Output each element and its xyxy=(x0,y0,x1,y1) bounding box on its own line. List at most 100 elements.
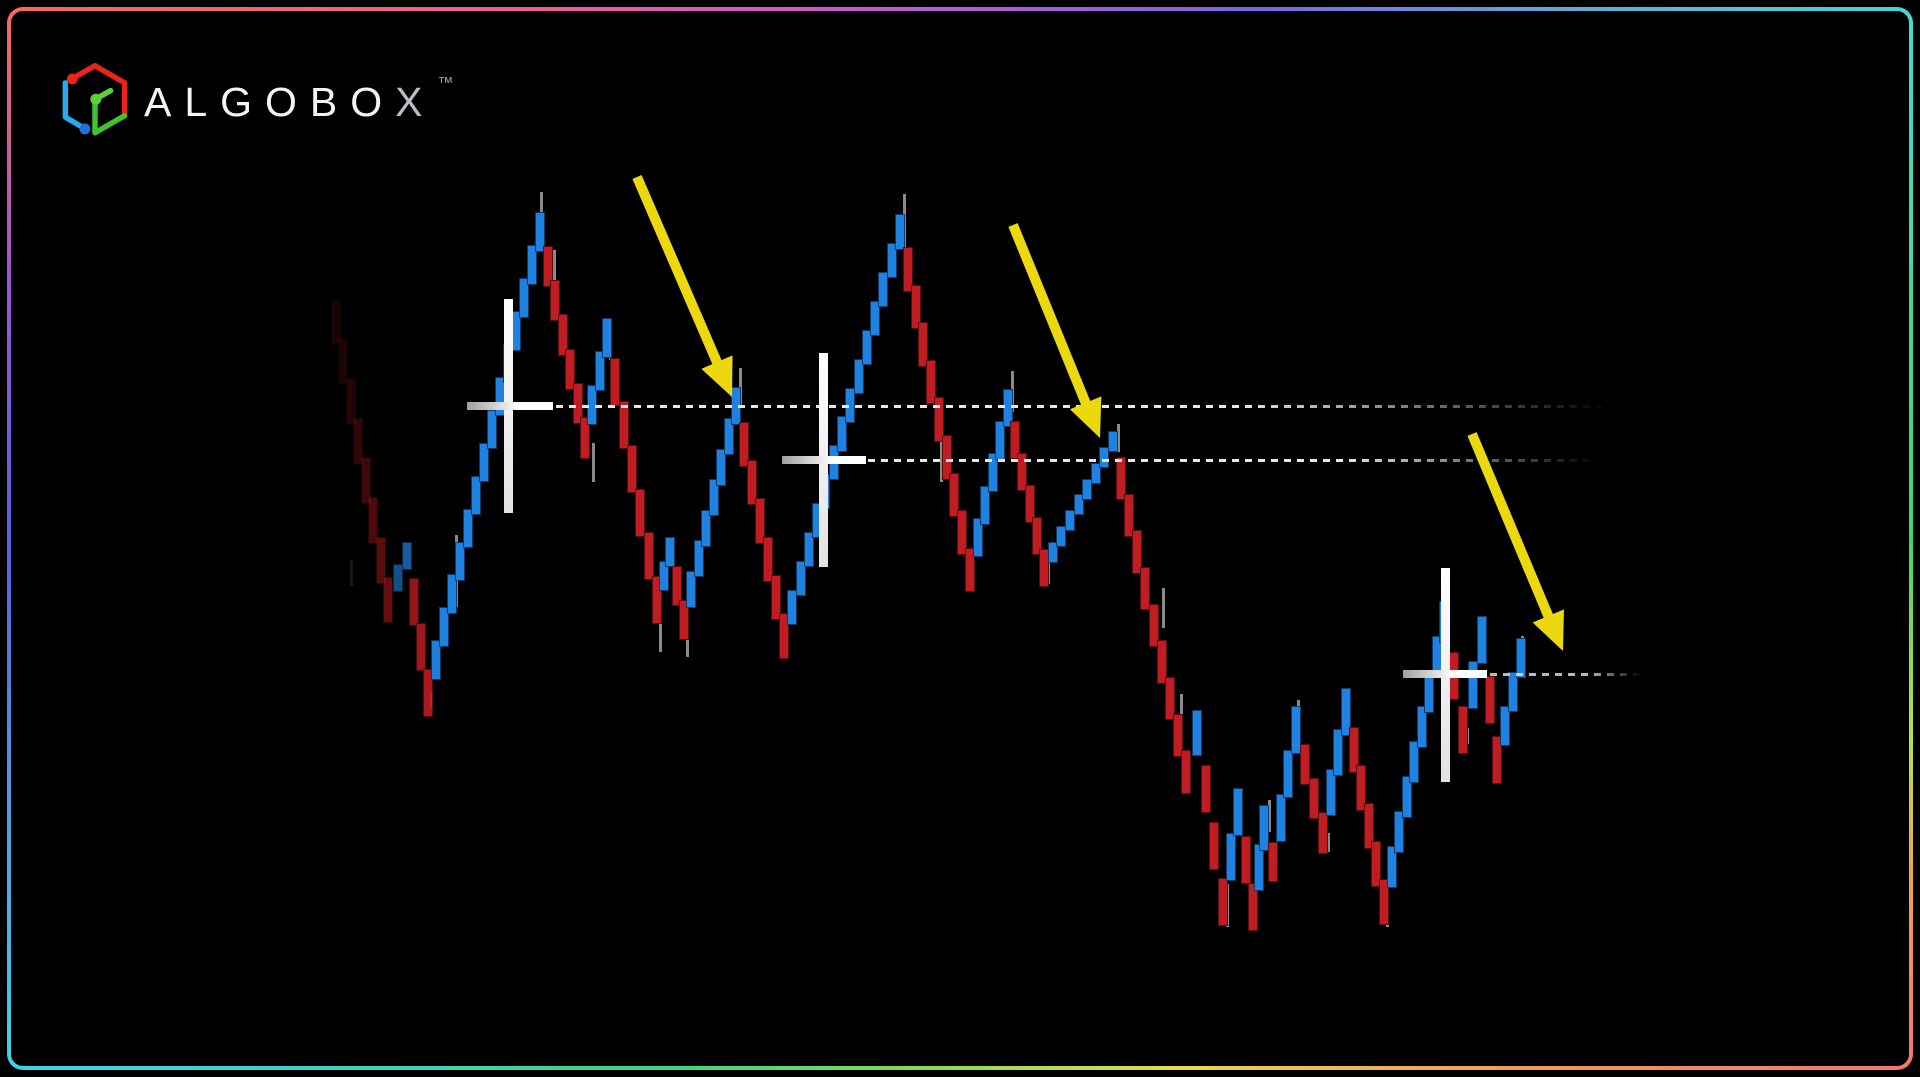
candle-wick xyxy=(1268,800,1271,832)
bear-candle xyxy=(1132,530,1143,574)
bear-candle xyxy=(910,284,921,330)
bear-candle xyxy=(902,247,913,292)
bull-candle xyxy=(861,329,872,365)
bear-candle xyxy=(1124,493,1135,538)
bull-candle xyxy=(716,448,727,486)
bull-candle xyxy=(1233,788,1243,836)
bear-candle xyxy=(565,348,575,390)
bear-candle xyxy=(1024,484,1035,524)
bull-candle xyxy=(431,640,441,680)
bear-candle xyxy=(771,574,781,621)
bull-candle xyxy=(1386,846,1397,888)
bull-candle xyxy=(708,479,719,517)
bull-candle xyxy=(972,518,983,558)
bull-candle xyxy=(1090,462,1101,484)
bear-candle xyxy=(409,577,419,626)
bull-candle xyxy=(693,540,704,578)
bear-candle xyxy=(739,421,749,468)
candle-wick xyxy=(592,443,595,482)
bear-candle xyxy=(926,359,937,405)
bull-candle xyxy=(1333,728,1344,777)
candle-wick xyxy=(1327,833,1330,852)
brand-logo: ALGOBOX ™ xyxy=(56,58,454,142)
bear-candle xyxy=(1356,765,1367,811)
bear-candle xyxy=(933,397,944,443)
bull-candle xyxy=(1291,706,1301,754)
bull-candle xyxy=(895,214,905,250)
bear-candle xyxy=(360,457,371,505)
bull-candle xyxy=(878,272,889,308)
bear-candle xyxy=(1268,841,1278,883)
bear-candle xyxy=(747,459,757,506)
bear-candle xyxy=(423,669,433,717)
bull-candle xyxy=(463,508,473,549)
bull-candle xyxy=(658,561,669,591)
bear-candle xyxy=(1140,566,1151,611)
bear-candle xyxy=(1039,548,1049,588)
bear-candle xyxy=(580,417,590,459)
bull-candle xyxy=(602,318,612,358)
bear-candle xyxy=(918,322,929,367)
bear-candle xyxy=(763,536,773,583)
bear-candle xyxy=(949,472,960,518)
bear-candle xyxy=(1181,750,1191,794)
bear-candle xyxy=(1248,883,1258,931)
bear-candle xyxy=(1348,727,1359,773)
bull-candle xyxy=(594,351,605,392)
bull-candle xyxy=(723,418,734,456)
candle-wick xyxy=(1162,588,1165,628)
bull-candle xyxy=(795,560,806,596)
bear-candle xyxy=(1371,841,1382,887)
bear-candle xyxy=(1156,640,1167,684)
bear-candle xyxy=(1172,713,1183,758)
bull-candle xyxy=(1253,844,1264,891)
bear-candle xyxy=(1458,706,1468,754)
brand-name: ALGOBOX ™ xyxy=(144,75,454,126)
bear-candle xyxy=(627,445,637,493)
bear-candle xyxy=(635,488,646,537)
bull-candle xyxy=(1325,768,1336,817)
bull-candle xyxy=(1283,750,1294,798)
bear-candle xyxy=(672,565,682,607)
candle-wick xyxy=(659,602,662,652)
bear-candle xyxy=(1116,456,1127,501)
bear-candle xyxy=(941,435,952,480)
bear-candle xyxy=(368,497,379,545)
bear-candle xyxy=(618,401,629,450)
bull-candle xyxy=(439,607,449,647)
bear-candle xyxy=(550,280,560,322)
bull-candle xyxy=(1047,541,1058,563)
bear-candle xyxy=(1492,736,1502,784)
bear-candle xyxy=(1031,516,1042,556)
bull-candle xyxy=(870,300,881,337)
level-dashed-line xyxy=(1490,673,1642,676)
bull-candle xyxy=(402,542,412,570)
bull-candle xyxy=(803,531,814,567)
bear-candle xyxy=(1209,821,1220,870)
bull-candle xyxy=(1064,510,1075,532)
bear-candle xyxy=(1010,420,1021,460)
bull-candle xyxy=(1394,811,1404,853)
bear-candle xyxy=(957,510,968,555)
bull-candle xyxy=(1275,794,1286,842)
bear-candle xyxy=(331,298,341,346)
bull-candle xyxy=(837,416,847,452)
bull-candle xyxy=(1500,705,1510,747)
bull-candle xyxy=(447,574,457,614)
bear-candle xyxy=(652,576,662,624)
bear-candle xyxy=(1017,452,1028,492)
bull-candle xyxy=(1225,833,1236,881)
crosshair-horizontal-bar xyxy=(782,456,866,464)
bull-candle xyxy=(1416,706,1427,748)
candle-wick xyxy=(940,424,943,482)
bull-candle xyxy=(471,475,481,516)
bear-candle xyxy=(572,383,583,425)
bear-candle xyxy=(1318,812,1328,854)
bear-candle xyxy=(1164,676,1175,721)
candle-wick xyxy=(350,560,353,586)
candle-wick xyxy=(553,250,556,292)
bear-candle xyxy=(1363,803,1374,849)
bull-candle xyxy=(701,509,712,547)
